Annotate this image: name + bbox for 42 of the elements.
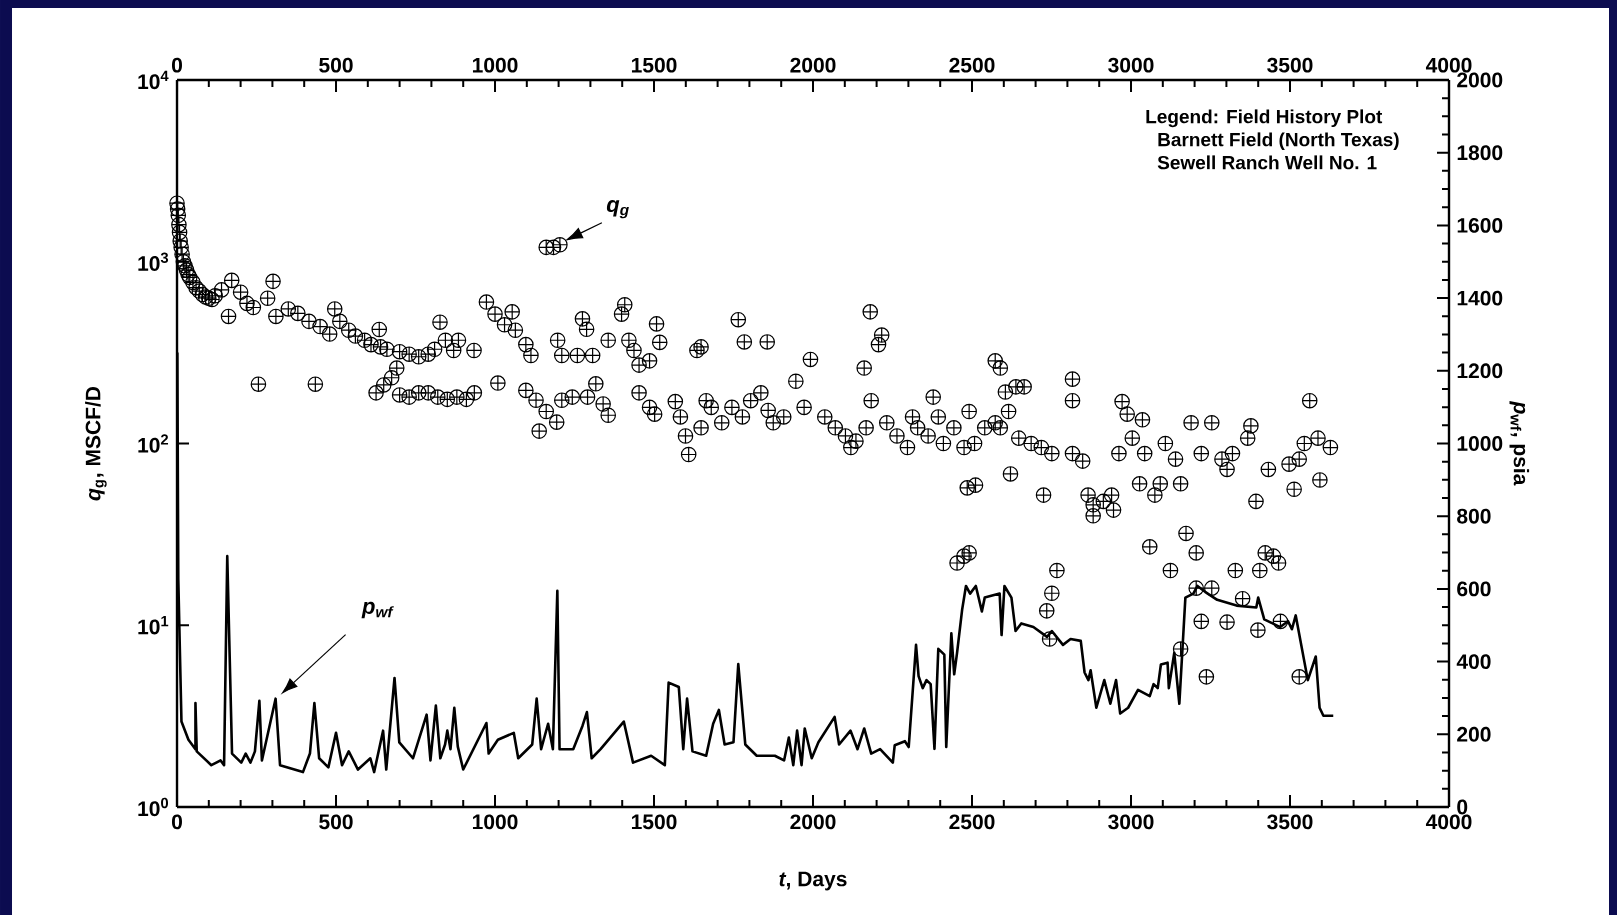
x-tick-label: 1500 [631,57,677,73]
annotation: Sewell Ranch Well No. 1 [1157,155,1377,170]
x-tick-label: 4000 [1425,57,1472,73]
y2-tick-label: 1000 [1457,436,1503,451]
y-tick-label: 10$^{4}$ [138,70,169,90]
y-axis-title: q$_{g}$, MSCF/D [85,386,107,501]
x-tick-label: 2500 [949,57,995,73]
x2-tick-label: 1000 [472,814,518,830]
x-tick-label: 2000 [790,57,836,73]
y2-tick-label: 1800 [1457,145,1503,161]
x2-tick-label: 4000 [1425,814,1472,830]
y-tick-label: 10$^{3}$ [138,252,169,271]
y-tick-label: 10$^{1}$ [138,616,169,635]
y2-tick-label: 600 [1457,581,1491,597]
x-tick-label: 1000 [472,57,518,73]
y2-tick-label: 1400 [1457,290,1503,306]
y-tick-label: 10$^{0}$ [138,797,169,817]
x2-tick-label: 500 [319,814,353,830]
text: q$_{g}$ [606,200,629,219]
x-tick-label: 3500 [1267,57,1313,73]
y2-tick-label: 1600 [1457,217,1503,233]
x2-tick-label: 1500 [631,814,677,830]
x2-tick-label: 3500 [1267,814,1313,830]
x2-tick-label: 2500 [949,814,995,830]
y-tick-label: 10$^{2}$ [138,434,169,453]
x-tick-label: 3000 [1108,57,1154,73]
y2-tick-label: 1200 [1457,363,1503,379]
x2-tick-label: 2000 [790,814,836,830]
y2-tick-label: 200 [1457,726,1491,742]
y2-tick-label: 0 [1457,799,1468,815]
y2-tick-label: 800 [1457,508,1491,524]
x2-tick-label: 0 [171,814,182,830]
annotation: Legend: Field History Plot [1146,109,1383,128]
x-tick-label: 0 [171,57,182,73]
annotation: Barnett Field (North Texas) [1158,132,1399,151]
x-tick-label: 500 [319,57,353,73]
x-axis-title: t, Days [779,871,847,891]
text: p$_{wf}$ [361,601,394,619]
x2-tick-label: 3000 [1108,814,1154,830]
y2-tick-label: 2000 [1457,72,1503,88]
y2-axis-title: p$_{wf}$, psia [1509,401,1530,486]
y2-tick-label: 400 [1456,654,1491,670]
